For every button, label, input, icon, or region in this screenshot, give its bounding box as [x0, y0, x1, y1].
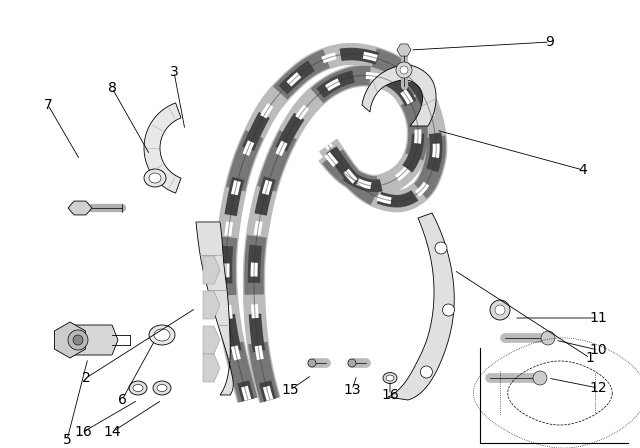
Ellipse shape: [153, 381, 171, 395]
Circle shape: [73, 335, 83, 345]
Polygon shape: [203, 326, 220, 354]
Polygon shape: [203, 291, 220, 319]
Circle shape: [68, 330, 88, 350]
Text: 7: 7: [44, 98, 52, 112]
Polygon shape: [54, 322, 86, 358]
Polygon shape: [70, 325, 118, 355]
Polygon shape: [397, 44, 411, 56]
Ellipse shape: [149, 173, 161, 183]
Circle shape: [533, 371, 547, 385]
Polygon shape: [388, 213, 454, 400]
Text: 2: 2: [82, 371, 90, 385]
Ellipse shape: [154, 329, 170, 341]
Ellipse shape: [157, 384, 167, 392]
Ellipse shape: [133, 384, 143, 392]
Circle shape: [435, 242, 447, 254]
Circle shape: [308, 359, 316, 367]
Polygon shape: [68, 201, 92, 215]
Circle shape: [348, 359, 356, 367]
Ellipse shape: [383, 372, 397, 383]
Text: 16: 16: [381, 388, 399, 402]
Ellipse shape: [144, 169, 166, 187]
Text: 4: 4: [579, 163, 588, 177]
Circle shape: [490, 300, 510, 320]
Polygon shape: [203, 354, 220, 382]
Text: 12: 12: [589, 381, 607, 395]
Text: 14: 14: [103, 425, 121, 439]
Ellipse shape: [149, 325, 175, 345]
Text: 6: 6: [118, 393, 127, 407]
Ellipse shape: [129, 381, 147, 395]
Polygon shape: [362, 65, 436, 126]
Text: 15: 15: [281, 383, 299, 397]
Polygon shape: [203, 256, 220, 284]
Circle shape: [495, 305, 505, 315]
Text: 9: 9: [545, 35, 554, 49]
Text: 3: 3: [170, 65, 179, 79]
Text: 10: 10: [589, 343, 607, 357]
Circle shape: [396, 62, 412, 78]
Ellipse shape: [386, 375, 394, 381]
Text: 11: 11: [589, 311, 607, 325]
Circle shape: [420, 366, 433, 378]
Polygon shape: [196, 222, 233, 395]
Circle shape: [442, 304, 454, 316]
Circle shape: [541, 331, 555, 345]
Text: 5: 5: [63, 433, 72, 447]
Text: 13: 13: [343, 383, 361, 397]
Text: 8: 8: [108, 81, 116, 95]
Text: 1: 1: [586, 351, 595, 365]
Circle shape: [400, 66, 408, 74]
Text: 16: 16: [74, 425, 92, 439]
Polygon shape: [144, 103, 181, 193]
